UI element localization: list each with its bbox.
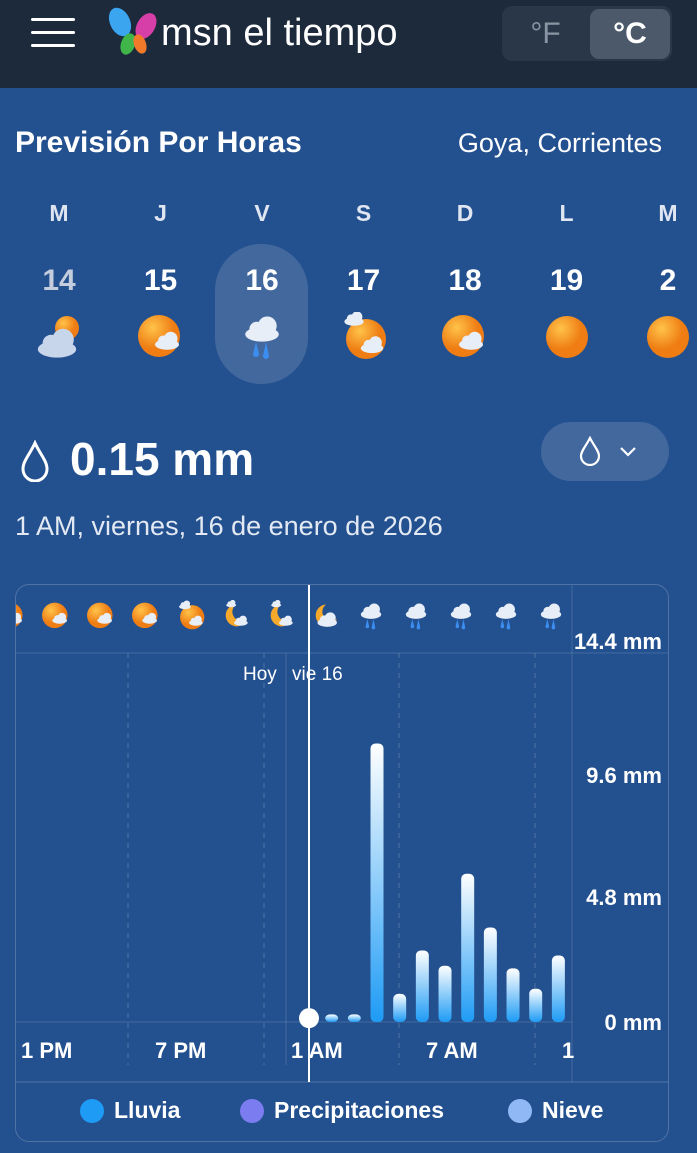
y-tick-label: 9.6 mm (586, 763, 662, 788)
x-tick-label: 7 AM (426, 1038, 478, 1063)
day-14[interactable]: M 14 (13, 200, 105, 362)
day-17[interactable]: S 17 (318, 200, 410, 362)
precip-chart[interactable]: Hoy vie 16 14.4 mm 9.6 mm 4.8 mm 0 mm 1 PM 7 PM… (16, 585, 669, 1142)
cloudy-sun-icon (31, 312, 87, 362)
bar-4-am (370, 743, 384, 1022)
rain-icon (234, 312, 290, 362)
sun-cloud-icon (437, 312, 493, 362)
day-19[interactable]: L 19 (521, 200, 613, 362)
legend-label: Precipitaciones (274, 1097, 445, 1123)
day-number: 19 (549, 264, 584, 297)
x-tick-label: 7 PM (155, 1038, 206, 1063)
day-number: 15 (143, 264, 178, 297)
legend-item-precipitaciones[interactable]: Precipitaciones (240, 1097, 444, 1124)
celsius-button[interactable]: °C (590, 9, 670, 59)
sun-clouds-icon (179, 600, 205, 630)
sun-clouds-icon (336, 311, 392, 362)
y-tick-label: 4.8 mm (586, 885, 662, 910)
bar-11-am (529, 988, 543, 1022)
moon-cloud-icon (225, 600, 248, 627)
rain-icon (360, 603, 382, 630)
day-label-today: Hoy (243, 664, 277, 685)
precip-amount: 0.15 mm (70, 433, 255, 485)
legend-item-nieve[interactable]: Nieve (508, 1097, 603, 1124)
x-tick-label: 1 PM (21, 1038, 72, 1063)
app-header: msn el tiempo °F °C (0, 0, 697, 88)
selected-day-highlight (215, 244, 308, 384)
unit-toggle: °F °C (502, 6, 672, 61)
moon-cloud-icon (270, 600, 293, 627)
x-tick-label: 1 (562, 1038, 574, 1063)
y-tick-label: 0 mm (605, 1010, 662, 1035)
sun-cloud-icon (133, 312, 189, 362)
selected-date: 1 AM, viernes, 16 de enero de 2026 (15, 511, 443, 541)
day-letter: S (355, 200, 372, 226)
day-letter: M (658, 200, 678, 226)
location-label[interactable]: Goya, Corrientes (457, 128, 662, 158)
legend-swatch (508, 1098, 532, 1123)
msn-logo-icon (108, 7, 157, 55)
day-number: 14 (42, 264, 76, 297)
metric-dropdown[interactable] (541, 422, 669, 481)
bar-2-am (325, 1014, 339, 1022)
rain-icon (540, 603, 562, 630)
bar-7-am (438, 965, 452, 1022)
x-tick-label: 1 AM (291, 1038, 343, 1063)
day-label-date: vie 16 (292, 664, 343, 685)
bar-10-am (506, 968, 520, 1022)
bar-3-am (347, 1014, 361, 1022)
chevron-down-icon (620, 447, 636, 457)
day-16[interactable]: V 16 (216, 200, 308, 362)
bar-6-am (415, 950, 429, 1022)
sun-cloud-icon (16, 604, 23, 627)
legend-swatch (80, 1098, 104, 1123)
sun-cloud-icon (42, 602, 68, 629)
menu-icon[interactable] (31, 18, 75, 48)
sun-icon (539, 312, 595, 362)
selected-point (299, 1008, 319, 1029)
rain-icon (405, 603, 427, 630)
rain-icon (495, 603, 517, 630)
day-number: 17 (346, 264, 381, 297)
bar-12-pm (551, 955, 565, 1022)
legend-label: Lluvia (114, 1097, 181, 1123)
page-title: Previsión Por Horas (15, 126, 302, 159)
bar-8-am (461, 873, 475, 1022)
legend-swatch (240, 1098, 264, 1123)
day-letter: M (49, 200, 69, 226)
day-number: 18 (448, 264, 482, 297)
drop-icon (579, 436, 601, 466)
day-number: 2 (659, 264, 677, 297)
sun-cloud-icon (132, 602, 158, 629)
moon-cloud-big-icon (315, 604, 337, 627)
sun-icon (640, 312, 696, 362)
day-letter: V (254, 200, 270, 226)
fahrenheit-button[interactable]: °F (530, 17, 561, 50)
sun-cloud-icon (87, 602, 113, 629)
day-letter: D (456, 200, 474, 226)
precip-chart-card: Hoy vie 16 14.4 mm 9.6 mm 4.8 mm 0 mm 1 PM 7 PM… (15, 584, 669, 1142)
day-18[interactable]: D 18 (419, 200, 511, 362)
bar-9-am (483, 927, 497, 1022)
bar-5-am (393, 993, 407, 1022)
day-letter: J (154, 200, 167, 226)
brand-title: msn el tiempo (161, 12, 398, 54)
legend-item-lluvia[interactable]: Lluvia (80, 1097, 180, 1124)
legend-label: Nieve (542, 1097, 604, 1123)
drop-icon (21, 440, 49, 482)
day-15[interactable]: J 15 (115, 200, 207, 362)
rain-icon (450, 603, 472, 630)
day-letter: L (559, 200, 574, 226)
y-tick-label: 14.4 mm (574, 629, 662, 654)
day-number: 16 (245, 264, 279, 297)
